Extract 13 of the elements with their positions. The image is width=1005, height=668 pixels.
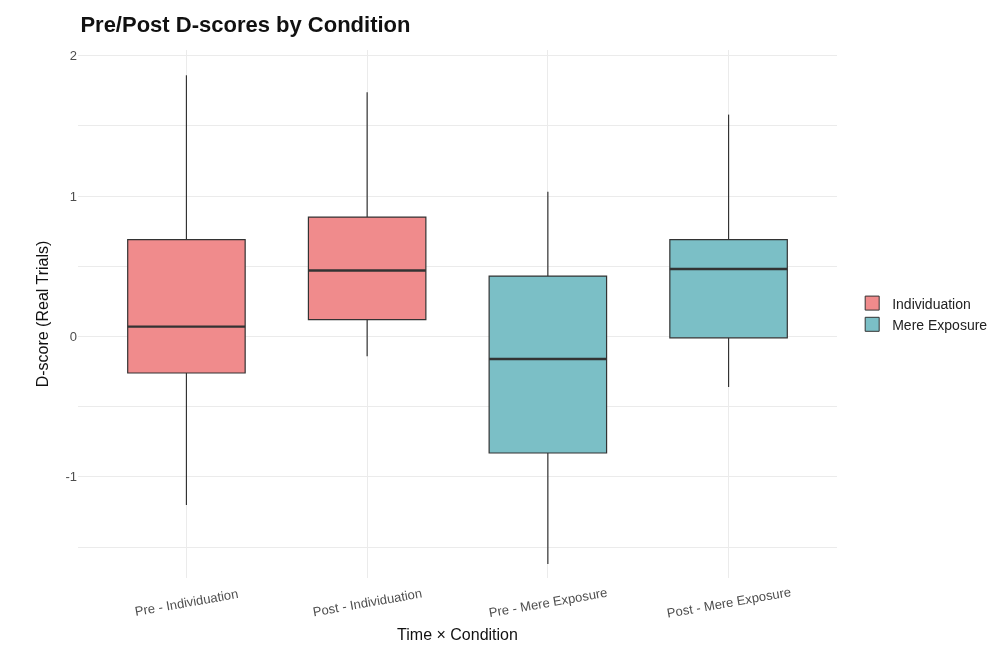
x-tick-label: Post - Mere Exposure: [665, 584, 793, 621]
legend-label: Mere Exposure: [892, 316, 988, 333]
y-tick-label: 0: [69, 329, 77, 345]
y-axis-title: D-score (Real Trials): [34, 240, 52, 388]
x-tick-label: Pre - Individuation: [133, 586, 240, 619]
x-axis-title: Time × Condition: [397, 625, 518, 643]
x-tick-label: Post - Individuation: [311, 585, 424, 620]
chart-title: Pre/Post D-scores by Condition: [80, 12, 411, 38]
legend-label: Individuation: [892, 295, 971, 312]
y-tick-label: 2: [69, 48, 77, 64]
y-tick-label: -1: [65, 469, 77, 485]
y-tick-label: 1: [69, 188, 77, 204]
x-tick-label: Pre - Mere Exposure: [487, 584, 609, 621]
